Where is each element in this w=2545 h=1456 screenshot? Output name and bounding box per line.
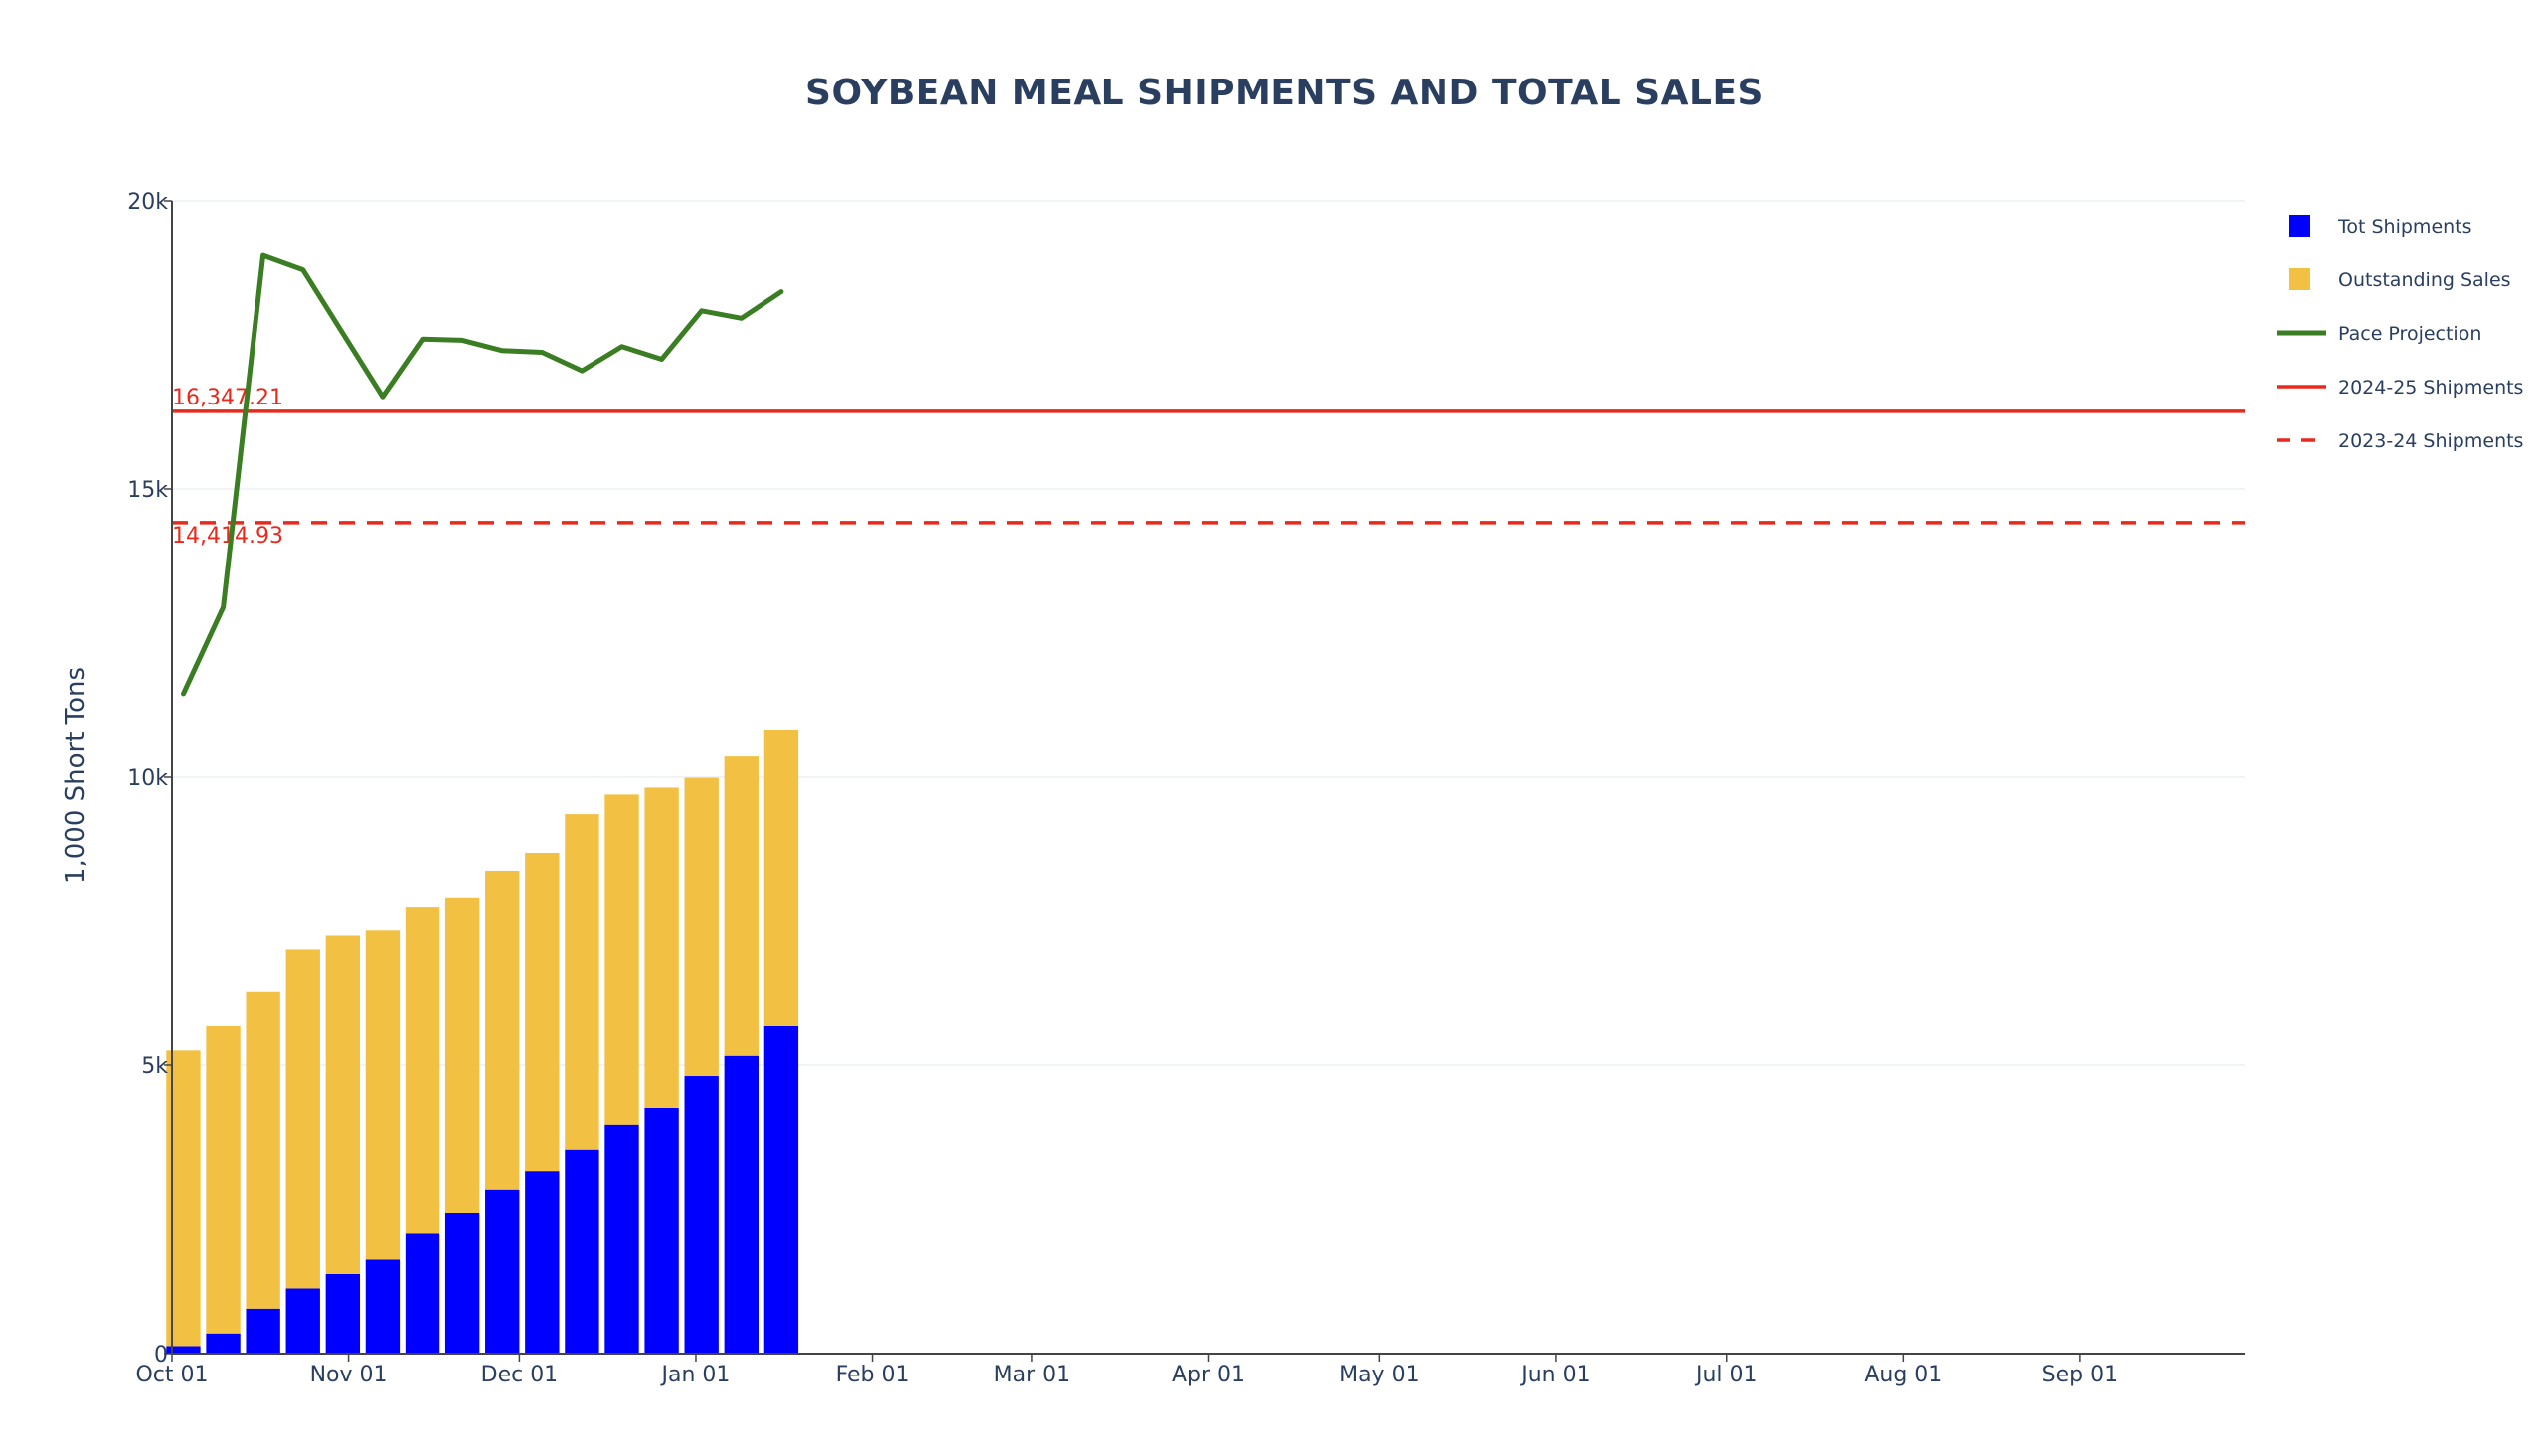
x-tick-label: May 01 — [1339, 1363, 1419, 1387]
bar-tot-shipments — [764, 1025, 799, 1354]
bar-outstanding-sales — [485, 870, 520, 1190]
legend-swatch-outstanding-sales — [2289, 268, 2310, 290]
legend-swatch-tot-shipments — [2289, 215, 2310, 237]
bar-tot-shipments — [444, 1212, 480, 1354]
x-tick-label: Oct 01 — [135, 1363, 208, 1387]
bar-outstanding-sales — [724, 756, 759, 1056]
bar-outstanding-sales — [444, 897, 480, 1213]
bar-outstanding-sales — [764, 730, 799, 1026]
hline-value-label: 16,347.21 — [172, 386, 283, 410]
x-tick-label: Mar 01 — [994, 1363, 1071, 1387]
bar-tot-shipments — [724, 1055, 759, 1354]
bar-outstanding-sales — [206, 1025, 241, 1334]
bar-outstanding-sales — [565, 814, 599, 1150]
legend-label-pace-projection: Pace Projection — [2338, 323, 2481, 345]
bar-tot-shipments — [565, 1149, 599, 1354]
bars — [166, 730, 799, 1354]
bar-tot-shipments — [365, 1259, 401, 1354]
y-tick-label: 10k — [127, 766, 168, 791]
x-tick-label: Feb 01 — [836, 1363, 910, 1387]
bar-tot-shipments — [644, 1107, 679, 1354]
chart-title: SOYBEAN MEAL SHIPMENTS AND TOTAL SALES — [805, 73, 1764, 113]
x-tick-label: Jul 01 — [1694, 1363, 1758, 1387]
y-tick-label: 5k — [141, 1054, 168, 1079]
bar-tot-shipments — [604, 1124, 639, 1354]
bar-outstanding-sales — [684, 777, 719, 1077]
y-tick-label: 20k — [127, 190, 168, 215]
bar-tot-shipments — [166, 1346, 201, 1354]
legend-label-2023-24-shipments: 2023-24 Shipments — [2338, 430, 2523, 452]
grid — [172, 200, 2245, 1066]
pace-projection-line — [181, 252, 784, 697]
bar-outstanding-sales — [604, 794, 639, 1125]
legend-label-tot-shipments: Tot Shipments — [2337, 216, 2472, 238]
bar-tot-shipments — [206, 1333, 241, 1354]
bar-outstanding-sales — [285, 949, 320, 1289]
bar-tot-shipments — [325, 1273, 361, 1354]
bar-tot-shipments — [246, 1308, 280, 1354]
x-tick-label: Nov 01 — [310, 1363, 388, 1387]
legend-label-2024-25-shipments: 2024-25 Shipments — [2338, 377, 2523, 399]
x-tick-label: Apr 01 — [1172, 1363, 1245, 1387]
x-tick-label: Jan 01 — [660, 1363, 731, 1387]
pace-projection-polyline — [181, 252, 784, 697]
bar-outstanding-sales — [644, 787, 679, 1108]
bar-tot-shipments — [405, 1233, 440, 1354]
x-tick-label: Jun 01 — [1519, 1363, 1590, 1387]
x-tick-label: Aug 01 — [1864, 1363, 1942, 1387]
bar-tot-shipments — [285, 1288, 320, 1354]
bar-outstanding-sales — [405, 907, 440, 1234]
bar-outstanding-sales — [246, 991, 280, 1309]
y-tick-label: 0 — [154, 1343, 168, 1368]
bar-tot-shipments — [485, 1189, 520, 1354]
legend-label-outstanding-sales: Outstanding Sales — [2338, 269, 2511, 291]
hline-value-label: 14,414.93 — [172, 524, 283, 549]
y-tick-label: 15k — [127, 478, 168, 503]
y-axis-label: 1,000 Short Tons — [61, 667, 90, 884]
x-tick-label: Dec 01 — [481, 1363, 559, 1387]
bar-outstanding-sales — [325, 935, 361, 1274]
bar-outstanding-sales — [525, 852, 560, 1172]
bar-outstanding-sales — [365, 930, 401, 1260]
bar-tot-shipments — [525, 1171, 560, 1354]
x-tick-label: Sep 01 — [2042, 1363, 2118, 1387]
legend: Tot Shipments Outstanding Sales Pace Proje… — [2277, 215, 2523, 452]
bar-tot-shipments — [684, 1076, 719, 1354]
axes: 0 5k 10k 15k 20k Oct 01 Nov 01 Dec 01 Jan 01 Feb … — [127, 190, 2245, 1387]
reference-lines: 16,347.21 14,414.93 — [172, 386, 2245, 549]
